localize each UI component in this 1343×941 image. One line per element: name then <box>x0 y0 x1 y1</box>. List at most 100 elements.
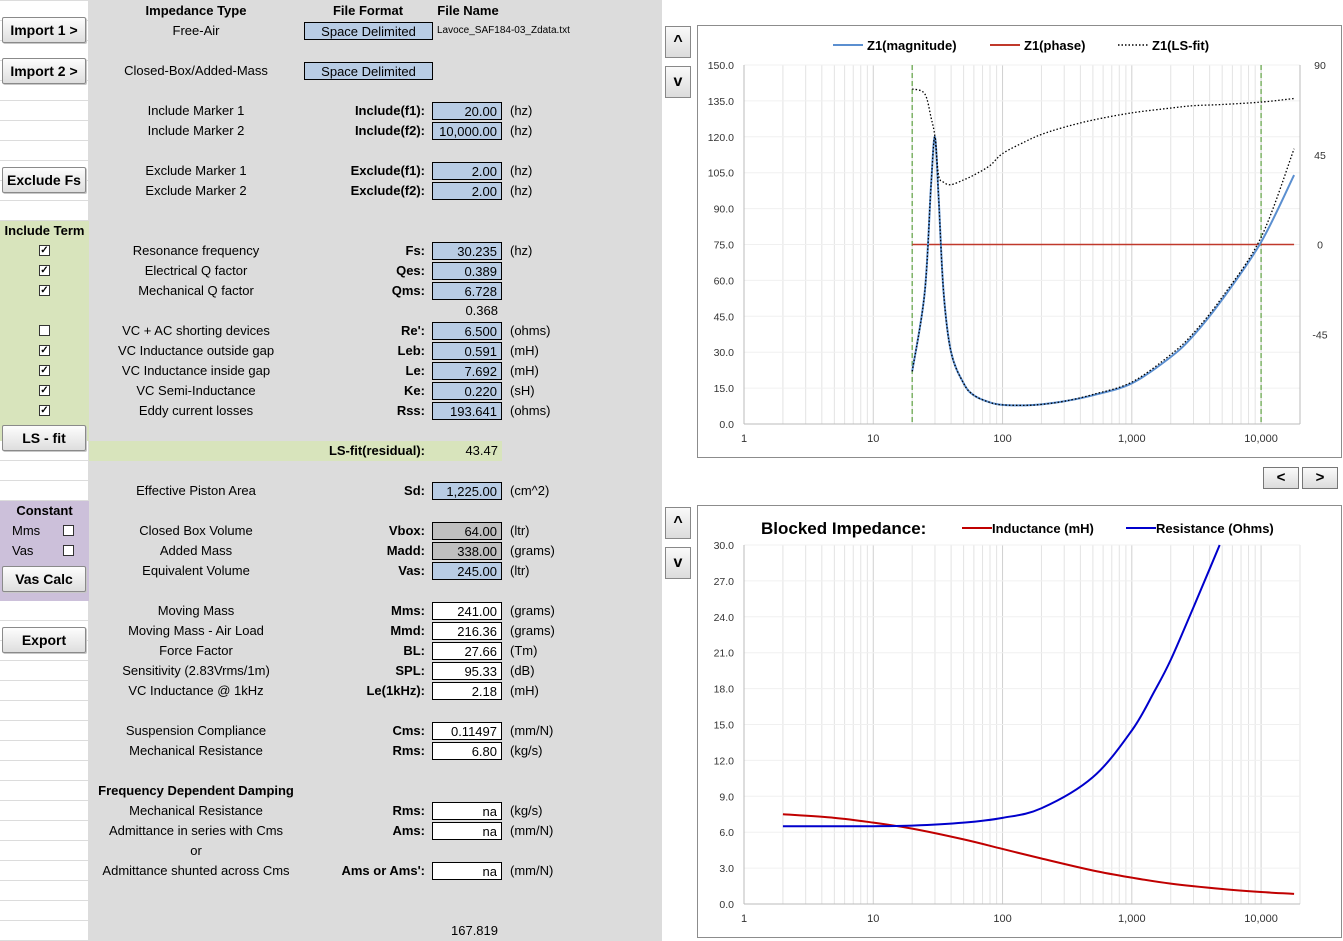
chart2-scroll-down-button[interactable]: v <box>665 547 691 579</box>
row-value[interactable]: 30.235 <box>432 242 502 260</box>
y-tick-label: 75.0 <box>714 240 735 252</box>
row-value[interactable]: na <box>432 802 502 820</box>
piston-area-value[interactable]: 1,225.00 <box>432 482 502 500</box>
import-1-button[interactable]: Import 1 > <box>2 17 86 43</box>
chart1-scroll-down-button[interactable]: v <box>665 66 691 98</box>
row-unit: (kg/s) <box>510 743 543 758</box>
row-label: VC Inductance @ 1kHz <box>128 683 264 698</box>
row-value[interactable]: 64.00 <box>432 522 502 540</box>
row-value[interactable]: 6.500 <box>432 322 502 340</box>
chart1-scroll-up-button[interactable]: ^ <box>665 26 691 58</box>
constant-vas-label: Vas <box>12 543 34 558</box>
include-marker-2-unit: (hz) <box>510 123 533 138</box>
row-unit: (hz) <box>510 243 533 258</box>
exclude-marker-2-label: Exclude Marker 2 <box>145 183 247 198</box>
row-unit: (mH) <box>510 343 539 358</box>
legend-inductance-label: Inductance (mH) <box>992 521 1094 536</box>
row-label: VC Inductance inside gap <box>121 363 271 378</box>
exclude-marker-1-label: Exclude Marker 1 <box>145 163 247 178</box>
constant-mms-checkbox[interactable] <box>63 525 74 536</box>
ls-fit-phase-line <box>911 88 1295 186</box>
constant-vas-checkbox[interactable] <box>63 545 74 556</box>
row-value[interactable]: 0.11497 <box>432 722 502 740</box>
x-tick-label: 1 <box>741 913 747 925</box>
row-label: Suspension Compliance <box>125 723 267 738</box>
row-unit: (ohms) <box>510 323 551 338</box>
include-term-checkbox[interactable]: ✓ <box>39 245 50 256</box>
include-term-checkbox[interactable] <box>39 325 50 336</box>
row-value[interactable]: 241.00 <box>432 602 502 620</box>
legend-phase-label: Z1(phase) <box>1024 38 1085 53</box>
chart2-scroll-up-button[interactable]: ^ <box>665 507 691 539</box>
row-value[interactable]: 2.18 <box>432 682 502 700</box>
y-tick-label: 12.0 <box>714 755 735 767</box>
exclude-marker-2-value[interactable]: 2.00 <box>432 182 502 200</box>
row-label: Eddy current losses <box>138 403 254 418</box>
row-symbol: SPL: <box>395 663 425 678</box>
row-value[interactable]: 216.36 <box>432 622 502 640</box>
row-value[interactable]: 193.641 <box>432 402 502 420</box>
row-value[interactable]: na <box>432 822 502 840</box>
exclude-fs-button[interactable]: Exclude Fs <box>2 167 86 193</box>
y-tick-label: 6.0 <box>719 827 734 839</box>
damping-last-value[interactable]: na <box>432 862 502 880</box>
row-label: Electrical Q factor <box>144 263 248 278</box>
include-term-checkbox[interactable]: ✓ <box>39 385 50 396</box>
row-symbol: Cms: <box>392 723 425 738</box>
x-tick-label: 1,000 <box>1118 433 1146 445</box>
constant-mms-label: Mms <box>12 523 41 538</box>
include-marker-2-value[interactable]: 10,000.00 <box>432 122 502 140</box>
vas-calc-button[interactable]: Vas Calc <box>2 566 86 592</box>
row-value[interactable]: 338.00 <box>432 542 502 560</box>
import-2-button[interactable]: Import 2 > <box>2 58 86 84</box>
include-term-checkbox[interactable]: ✓ <box>39 285 50 296</box>
row-value[interactable]: 0.220 <box>432 382 502 400</box>
x-tick-label: 100 <box>993 913 1011 925</box>
row-value[interactable]: 95.33 <box>432 662 502 680</box>
include-marker-1-unit: (hz) <box>510 103 533 118</box>
row-label: Added Mass <box>159 543 233 558</box>
import-2-format[interactable]: Space Delimited <box>304 62 433 80</box>
export-button[interactable]: Export <box>2 627 86 653</box>
residual-band <box>89 441 502 461</box>
include-marker-1-value[interactable]: 20.00 <box>432 102 502 120</box>
row-symbol: Vas: <box>398 563 425 578</box>
row-symbol: Rms: <box>392 803 425 818</box>
blocked-impedance-chart-svg: 1 10 100 1,000 10,000 0.0 3.0 6.0 9.0 12.0 15.0 18.… <box>714 519 1301 925</box>
legend-fit-label: Z1(LS-fit) <box>1152 38 1209 53</box>
exclude-marker-1-value[interactable]: 2.00 <box>432 162 502 180</box>
row-label: Closed Box Volume <box>139 523 253 538</box>
y-tick-label: 90.0 <box>714 204 735 216</box>
row-symbol: Mms: <box>391 603 425 618</box>
column-divider <box>303 0 304 941</box>
chart-next-button[interactable]: > <box>1302 467 1338 489</box>
row-value[interactable]: 6.728 <box>432 282 502 300</box>
row-label: Mechanical Resistance <box>129 743 263 758</box>
row-label: VC Inductance outside gap <box>117 343 275 358</box>
exclude-marker-2-unit: (hz) <box>510 183 533 198</box>
row-value[interactable]: 27.66 <box>432 642 502 660</box>
ls-fit-button[interactable]: LS - fit <box>2 425 86 451</box>
row-symbol: Ke: <box>404 383 425 398</box>
row-value[interactable]: 245.00 <box>432 562 502 580</box>
y-tick-label: 0.0 <box>719 419 734 431</box>
import-1-format[interactable]: Space Delimited <box>304 22 433 40</box>
row-value[interactable]: 7.692 <box>432 362 502 380</box>
include-term-checkbox[interactable]: ✓ <box>39 265 50 276</box>
import-1-type: Free-Air <box>172 23 220 38</box>
import-1-filename: Lavoce_SAF184-03_Zdata.txt <box>437 25 570 36</box>
y-tick-label: 24.0 <box>714 612 735 624</box>
chart-prev-button[interactable]: < <box>1263 467 1299 489</box>
include-term-checkbox[interactable]: ✓ <box>39 365 50 376</box>
y2-tick-label: 90 <box>1314 60 1326 72</box>
row-value[interactable]: 6.80 <box>432 742 502 760</box>
row-label: Moving Mass <box>157 603 235 618</box>
row-unit: (grams) <box>510 603 555 618</box>
row-unit: (sH) <box>510 383 535 398</box>
include-term-checkbox[interactable]: ✓ <box>39 405 50 416</box>
residual-value: 43.47 <box>465 443 498 458</box>
row-value[interactable]: 0.389 <box>432 262 502 280</box>
y-tick-label: 135.0 <box>708 96 734 108</box>
row-value[interactable]: 0.591 <box>432 342 502 360</box>
include-term-checkbox[interactable]: ✓ <box>39 345 50 356</box>
